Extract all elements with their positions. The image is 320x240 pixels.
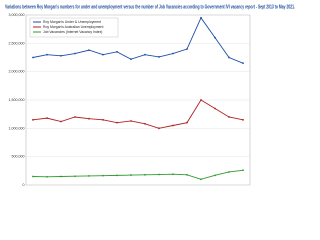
data-point (46, 53, 48, 56)
data-point (158, 173, 160, 176)
data-point (102, 174, 104, 177)
y-tick-label: 0 (23, 183, 25, 187)
legend-box (29, 17, 119, 38)
y-tick-label: 2,000,000 (9, 70, 25, 74)
data-point (130, 120, 132, 122)
data-point (214, 174, 216, 177)
data-point (102, 118, 104, 121)
data-point (102, 53, 104, 56)
data-point (242, 118, 244, 121)
data-point (186, 173, 188, 176)
data-point (158, 127, 160, 130)
data-point (32, 175, 34, 178)
data-point (214, 36, 216, 39)
data-point (172, 52, 174, 55)
data-point (46, 175, 48, 178)
data-point (116, 174, 118, 177)
data-point (228, 171, 230, 173)
data-point (172, 173, 174, 176)
data-point (186, 121, 188, 124)
data-point (88, 49, 90, 52)
data-point (32, 118, 34, 121)
series-line (32, 99, 244, 129)
series-line (32, 16, 244, 64)
data-point (144, 173, 146, 176)
data-point (74, 175, 76, 178)
chart-title: Variations between Roy Morgan's numbers … (5, 4, 295, 10)
data-point (116, 121, 118, 124)
data-point (186, 48, 188, 50)
data-point (74, 116, 76, 118)
data-point (60, 175, 62, 178)
legend-label: Roy Morgan's Under & Unemployment (43, 20, 101, 24)
data-point (144, 53, 146, 56)
y-tick-label: 1,000,000 (9, 126, 25, 130)
data-point (60, 54, 62, 57)
y-tick-label: 1,500,000 (9, 98, 25, 102)
data-point (200, 99, 202, 101)
data-point (200, 16, 202, 19)
data-point (242, 169, 244, 172)
data-point (88, 175, 90, 177)
data-point (242, 62, 244, 65)
legend-label: Job Vacancies (Internet Vacancy Index) (43, 30, 102, 34)
data-point (172, 124, 174, 127)
y-tick-label: 500,000 (12, 155, 25, 159)
data-point (74, 52, 76, 55)
y-tick-label: 3,000,000 (9, 13, 25, 17)
data-point (158, 56, 160, 58)
data-point (200, 178, 202, 181)
chart: Variations between Roy Morgan's numbers … (5, 4, 296, 187)
data-point (228, 56, 230, 59)
legend-label: Roy Morgan's Australian Unemployment (43, 25, 103, 29)
series-line (32, 169, 244, 180)
y-tick-label: 2,500,000 (9, 41, 25, 45)
data-point (116, 50, 118, 53)
data-point (214, 107, 216, 110)
data-point (32, 56, 34, 59)
data-point (228, 116, 230, 118)
data-point (144, 122, 146, 125)
data-point (88, 117, 90, 120)
data-point (60, 120, 62, 123)
data-point (130, 174, 132, 176)
data-point (46, 117, 48, 120)
data-point (130, 58, 132, 61)
